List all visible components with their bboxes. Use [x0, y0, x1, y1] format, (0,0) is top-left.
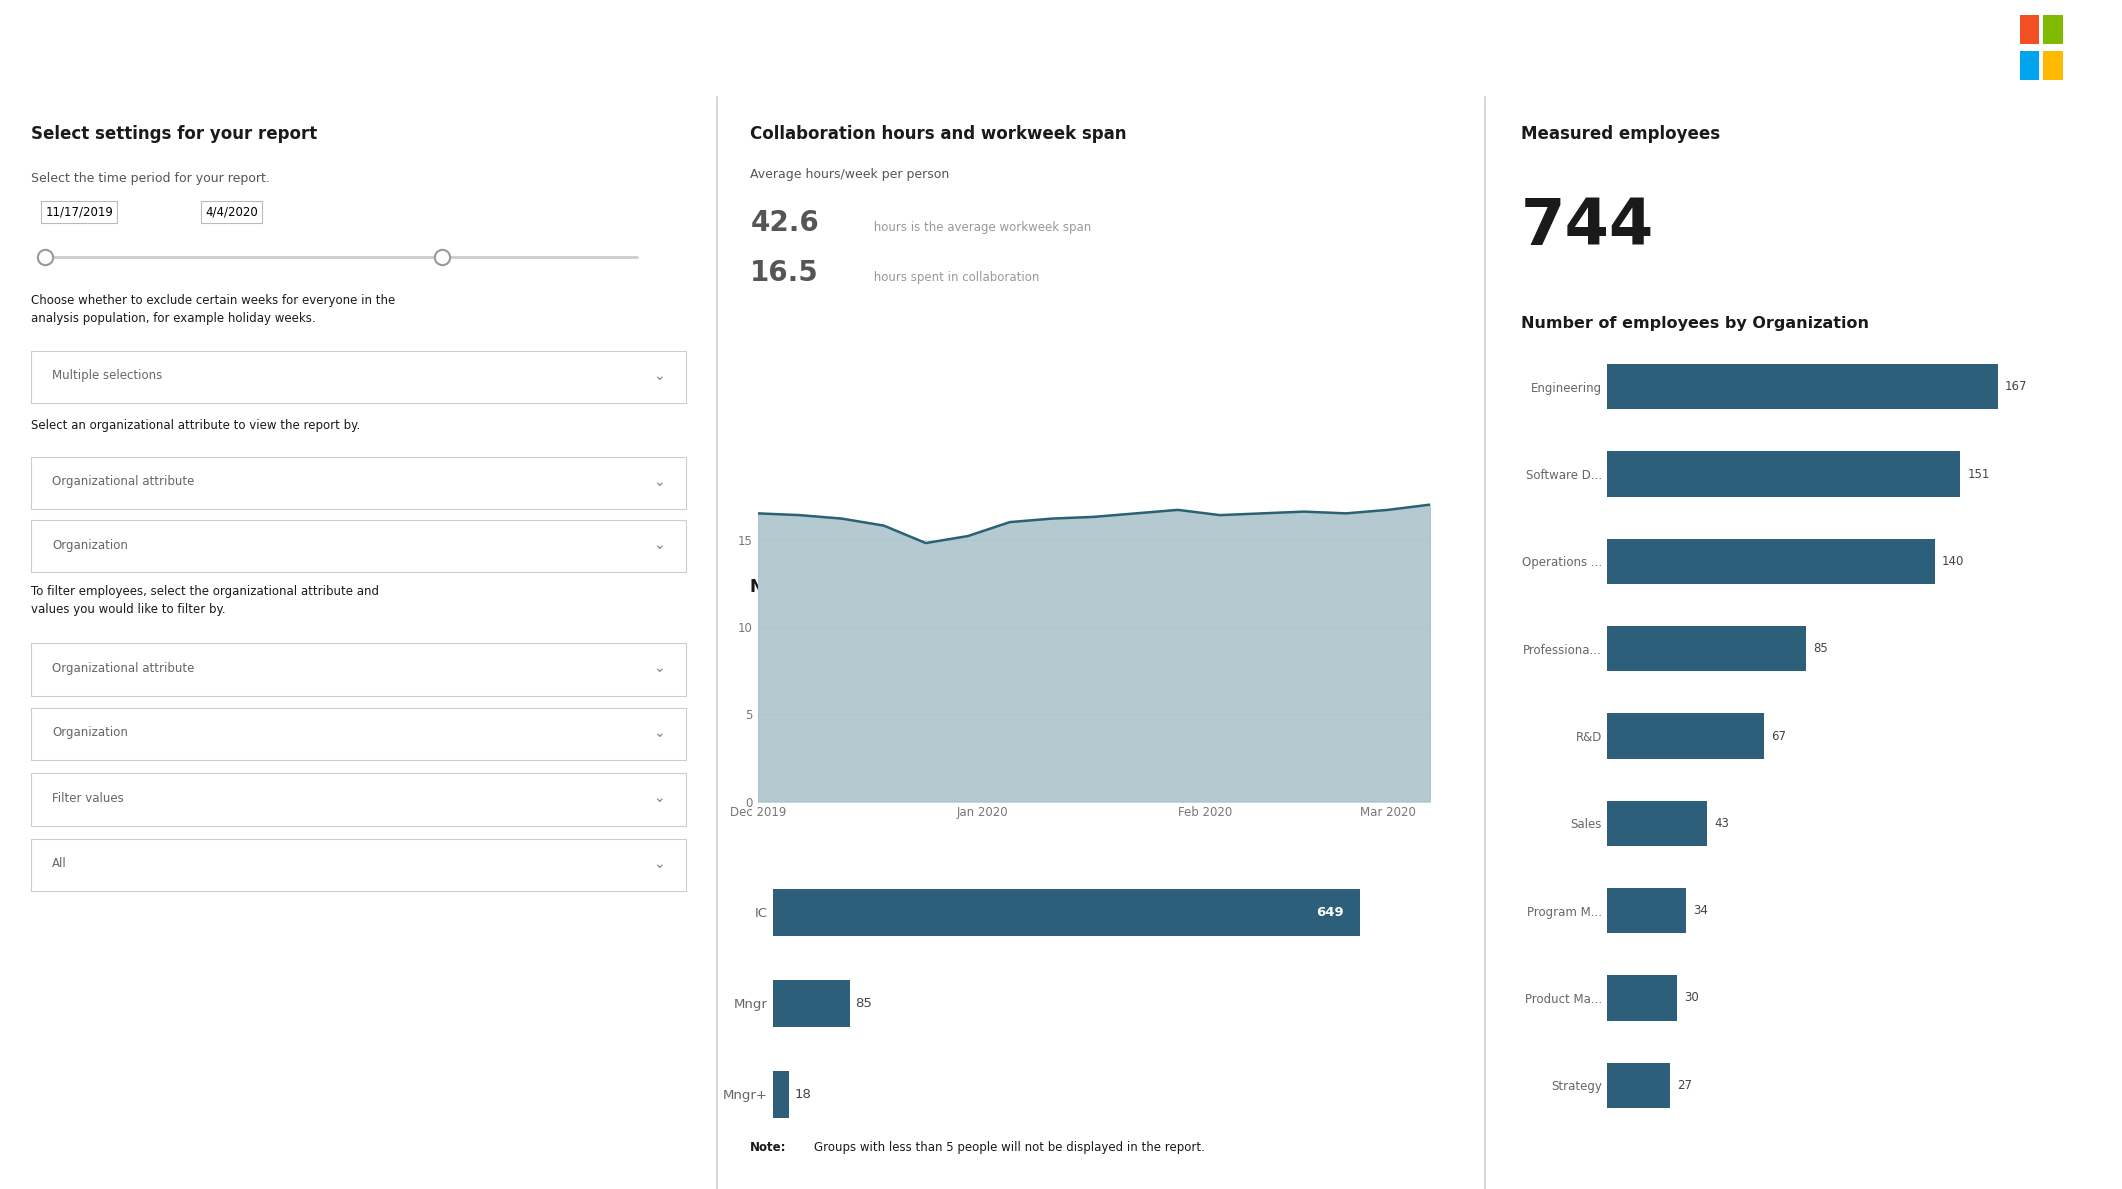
Text: 43: 43	[1715, 817, 1729, 830]
Text: 11/17/2019: 11/17/2019	[45, 206, 112, 219]
Bar	[1606, 713, 1763, 759]
Text: Organizational attribute: Organizational attribute	[53, 662, 195, 675]
Bar	[1606, 1063, 1670, 1108]
Bar	[1606, 625, 1806, 672]
Text: All: All	[53, 857, 68, 870]
Text: Organization: Organization	[53, 726, 127, 740]
Text: Multiple selections: Multiple selections	[53, 370, 163, 383]
Text: Average hours/week per person: Average hours/week per person	[751, 169, 949, 182]
Text: ⌄: ⌄	[654, 661, 664, 675]
Text: hours spent in collaboration: hours spent in collaboration	[870, 271, 1040, 284]
FancyBboxPatch shape	[2043, 14, 2063, 44]
Text: To filter employees, select the organizational attribute and
values you would li: To filter employees, select the organiza…	[32, 585, 380, 616]
Text: hours is the average workweek span: hours is the average workweek span	[870, 221, 1091, 234]
FancyBboxPatch shape	[32, 643, 685, 696]
FancyBboxPatch shape	[32, 773, 685, 825]
Text: 744: 744	[1521, 196, 1653, 258]
Text: 42.6: 42.6	[751, 209, 819, 237]
Text: ⌄: ⌄	[654, 857, 664, 870]
Text: Choose whether to exclude certain weeks for everyone in the
analysis population,: Choose whether to exclude certain weeks …	[32, 294, 395, 325]
FancyBboxPatch shape	[2043, 51, 2063, 80]
Text: 4/4/2020: 4/4/2020	[206, 206, 259, 219]
Text: 85: 85	[1812, 642, 1827, 655]
Text: 16.5: 16.5	[751, 259, 819, 287]
Text: Number of employees by SupervisorIndicator: Number of employees by SupervisorIndicat…	[751, 578, 1176, 596]
Text: ⌄: ⌄	[654, 725, 664, 740]
Bar	[1606, 800, 1708, 847]
FancyBboxPatch shape	[32, 838, 685, 891]
FancyBboxPatch shape	[2020, 14, 2039, 44]
Text: ⌄: ⌄	[654, 537, 664, 552]
Text: 649: 649	[1316, 906, 1343, 919]
Text: Note:: Note:	[751, 1140, 787, 1153]
Text: Microsoft: Microsoft	[2067, 39, 2122, 58]
Text: ⌄: ⌄	[654, 791, 664, 805]
Bar	[1606, 888, 1687, 933]
Text: Organizational attribute: Organizational attribute	[53, 476, 195, 489]
FancyBboxPatch shape	[32, 520, 685, 572]
Text: 27: 27	[1676, 1078, 1691, 1092]
Text: ⌄: ⌄	[654, 474, 664, 489]
FancyBboxPatch shape	[32, 707, 685, 760]
Bar	[1606, 539, 1935, 584]
Text: Number of employees by Organization: Number of employees by Organization	[1521, 316, 1869, 331]
Bar	[1606, 975, 1676, 1020]
FancyBboxPatch shape	[32, 351, 685, 403]
Text: 67: 67	[1770, 730, 1787, 742]
Text: Select settings for your report: Select settings for your report	[32, 125, 318, 143]
Text: Filter values: Filter values	[53, 792, 123, 805]
Text: Measured employees: Measured employees	[1521, 125, 1719, 143]
Text: Groups with less than 5 people will not be displayed in the report.: Groups with less than 5 people will not …	[813, 1140, 1205, 1153]
Text: Select an organizational attribute to view the report by.: Select an organizational attribute to vi…	[32, 420, 361, 433]
Text: 151: 151	[1967, 467, 1990, 480]
Text: Organization: Organization	[53, 539, 127, 552]
Text: ⌄: ⌄	[654, 369, 664, 383]
Text: 167: 167	[2005, 380, 2027, 394]
Bar	[772, 889, 1360, 936]
Text: 140: 140	[1942, 555, 1965, 568]
Bar	[772, 980, 849, 1027]
Text: Settings: Settings	[76, 34, 191, 63]
FancyBboxPatch shape	[2020, 51, 2039, 80]
Text: Select the time period for your report.: Select the time period for your report.	[32, 171, 269, 184]
FancyBboxPatch shape	[32, 457, 685, 509]
Bar	[1606, 452, 1961, 497]
Text: 85: 85	[855, 996, 872, 1009]
Text: 30: 30	[1685, 992, 1700, 1005]
Text: Collaboration hours and workweek span: Collaboration hours and workweek span	[751, 125, 1127, 143]
Text: 18: 18	[794, 1088, 811, 1101]
Bar	[1606, 364, 1999, 409]
Bar	[772, 1071, 789, 1118]
Text: 34: 34	[1693, 904, 1708, 917]
